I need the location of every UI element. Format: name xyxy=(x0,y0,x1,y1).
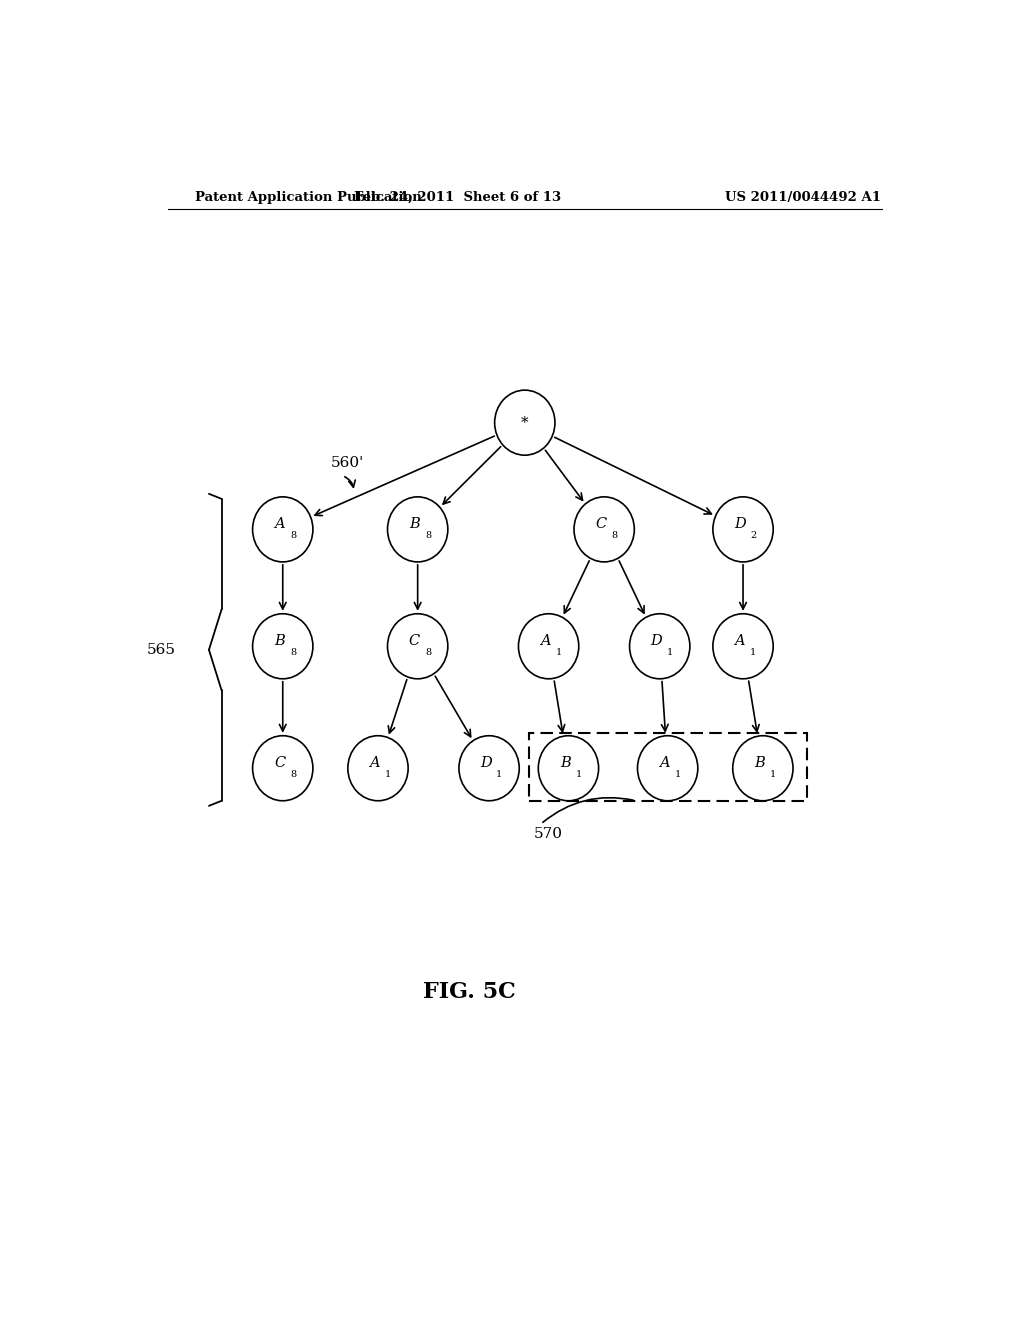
Ellipse shape xyxy=(733,735,793,801)
Text: B: B xyxy=(274,634,285,648)
Text: 1: 1 xyxy=(751,648,757,657)
Text: 1: 1 xyxy=(770,770,776,779)
Text: D: D xyxy=(650,634,663,648)
Text: D: D xyxy=(734,517,745,532)
Text: 1: 1 xyxy=(667,648,673,657)
Text: D: D xyxy=(480,756,492,770)
Text: C: C xyxy=(274,756,286,770)
Bar xyxy=(528,733,807,801)
Text: A: A xyxy=(734,634,745,648)
Text: 8: 8 xyxy=(425,648,431,657)
Text: A: A xyxy=(274,517,285,532)
Text: 8: 8 xyxy=(290,531,296,540)
Text: B: B xyxy=(560,756,570,770)
Ellipse shape xyxy=(539,735,599,801)
Text: 8: 8 xyxy=(425,531,431,540)
Text: 565: 565 xyxy=(146,643,176,657)
Text: A: A xyxy=(540,634,551,648)
Text: 1: 1 xyxy=(575,770,582,779)
Text: 560': 560' xyxy=(331,457,364,470)
Text: 2: 2 xyxy=(751,531,757,540)
Ellipse shape xyxy=(713,614,773,678)
Ellipse shape xyxy=(630,614,690,678)
Text: B: B xyxy=(410,517,420,532)
Text: B: B xyxy=(755,756,765,770)
Ellipse shape xyxy=(253,496,313,562)
Text: US 2011/0044492 A1: US 2011/0044492 A1 xyxy=(725,190,881,203)
Ellipse shape xyxy=(253,614,313,678)
Ellipse shape xyxy=(574,496,634,562)
Text: 1: 1 xyxy=(385,770,391,779)
Text: 1: 1 xyxy=(497,770,503,779)
Ellipse shape xyxy=(713,496,773,562)
Text: *: * xyxy=(521,416,528,430)
Ellipse shape xyxy=(387,496,447,562)
Text: 570: 570 xyxy=(535,828,563,841)
Text: 1: 1 xyxy=(675,770,681,779)
Text: FIG. 5C: FIG. 5C xyxy=(423,981,516,1003)
Ellipse shape xyxy=(495,391,555,455)
Ellipse shape xyxy=(638,735,697,801)
Ellipse shape xyxy=(253,735,313,801)
Ellipse shape xyxy=(518,614,579,678)
Ellipse shape xyxy=(387,614,447,678)
Text: A: A xyxy=(659,756,670,770)
Text: Patent Application Publication: Patent Application Publication xyxy=(196,190,422,203)
Ellipse shape xyxy=(459,735,519,801)
Text: A: A xyxy=(370,756,380,770)
Ellipse shape xyxy=(348,735,409,801)
Text: 8: 8 xyxy=(290,770,296,779)
Text: Feb. 24, 2011  Sheet 6 of 13: Feb. 24, 2011 Sheet 6 of 13 xyxy=(353,190,561,203)
Text: 8: 8 xyxy=(611,531,617,540)
Text: C: C xyxy=(409,634,420,648)
Text: 8: 8 xyxy=(290,648,296,657)
Text: C: C xyxy=(595,517,606,532)
Text: 1: 1 xyxy=(556,648,562,657)
